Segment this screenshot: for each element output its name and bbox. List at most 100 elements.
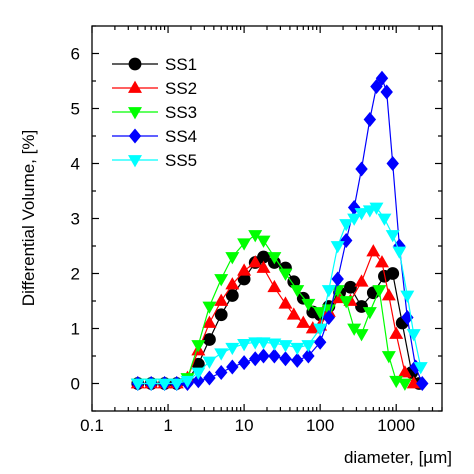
data-point (214, 348, 229, 361)
data-point (381, 351, 396, 364)
legend-marker (128, 57, 142, 71)
data-point (313, 334, 327, 350)
data-point (339, 296, 354, 309)
legend-label: SS4 (165, 127, 197, 146)
y-tick-label: 1 (71, 320, 80, 339)
series-ss5 (130, 202, 428, 391)
data-point (267, 338, 282, 351)
legend-marker (128, 128, 142, 144)
data-point (354, 274, 369, 287)
data-point (377, 213, 392, 226)
y-tick-label: 4 (71, 155, 80, 174)
data-point (344, 280, 357, 294)
legend-marker (128, 155, 142, 168)
legend-label: SS2 (165, 79, 197, 98)
data-point (362, 307, 377, 320)
data-point (225, 342, 240, 356)
data-point (389, 326, 404, 339)
legend: SS1 SS2 SS3 SS4 SS5 (112, 55, 197, 170)
data-point (267, 279, 282, 293)
data-point (322, 309, 336, 326)
data-point (248, 255, 263, 268)
legend-label: SS5 (165, 151, 197, 170)
data-point (203, 370, 216, 386)
data-point (214, 293, 229, 306)
y-axis-ticks: 0 1 2 3 4 5 6 (71, 25, 442, 412)
data-point (191, 367, 206, 380)
y-tick-label: 0 (71, 375, 80, 394)
data-point (202, 356, 217, 369)
data-point (278, 268, 293, 281)
data-point (202, 315, 217, 328)
data-point (237, 263, 252, 276)
legend-label: SS1 (165, 55, 197, 74)
data-point (380, 84, 393, 100)
y-axis-label: Differential Volume, [%] (19, 130, 38, 306)
data-point (397, 378, 412, 391)
data-point (301, 340, 316, 353)
x-tick-label: 10 (235, 416, 254, 435)
data-point (400, 290, 415, 303)
data-point (363, 111, 377, 128)
data-point (385, 230, 400, 243)
series-line (137, 256, 420, 385)
y-tick-label: 5 (71, 100, 80, 119)
data-point (290, 342, 305, 356)
data-point (256, 260, 271, 273)
legend-marker (128, 80, 142, 93)
data-point (392, 246, 407, 259)
data-point (267, 252, 282, 265)
x-tick-label: 1 (163, 416, 172, 435)
data-point (366, 244, 381, 257)
data-point (355, 161, 368, 177)
data-point (226, 359, 239, 375)
data-point (372, 285, 387, 298)
data-point (279, 351, 292, 367)
data-point (268, 348, 281, 364)
data-point (257, 348, 270, 364)
data-point (416, 375, 429, 392)
x-tick-label: 0.1 (80, 416, 104, 435)
data-point (381, 288, 396, 301)
y-tick-label: 6 (71, 45, 80, 64)
x-tick-label: 100 (306, 416, 334, 435)
data-point (286, 307, 301, 320)
data-point (375, 70, 389, 86)
data-point (278, 296, 293, 309)
data-point (406, 329, 421, 342)
data-point (237, 238, 252, 251)
data-point (256, 337, 271, 350)
data-point (180, 375, 195, 389)
data-point (278, 340, 293, 353)
data-point (169, 378, 184, 391)
data-point (413, 362, 428, 375)
data-point (157, 378, 172, 391)
data-point (301, 298, 316, 312)
data-point (290, 285, 305, 298)
data-point (130, 378, 145, 391)
series-line (137, 250, 415, 385)
data-point (374, 255, 389, 268)
data-point (386, 267, 400, 280)
data-point (225, 252, 240, 265)
data-point (370, 78, 383, 95)
data-point (214, 274, 229, 287)
data-point (144, 378, 159, 391)
data-point (354, 208, 369, 221)
data-point (225, 289, 239, 302)
x-axis-label: diameter, [µm] (344, 448, 452, 467)
data-point (386, 155, 399, 172)
data-point (237, 338, 252, 352)
data-point (191, 340, 206, 353)
data-point (331, 271, 344, 287)
data-point (406, 376, 421, 389)
data-point (321, 285, 336, 298)
data-point (214, 364, 228, 381)
data-point (214, 308, 228, 322)
data-point (225, 277, 240, 290)
data-point (330, 241, 345, 254)
data-point (237, 355, 251, 371)
legend-label: SS3 (165, 103, 197, 122)
data-point (192, 373, 205, 389)
